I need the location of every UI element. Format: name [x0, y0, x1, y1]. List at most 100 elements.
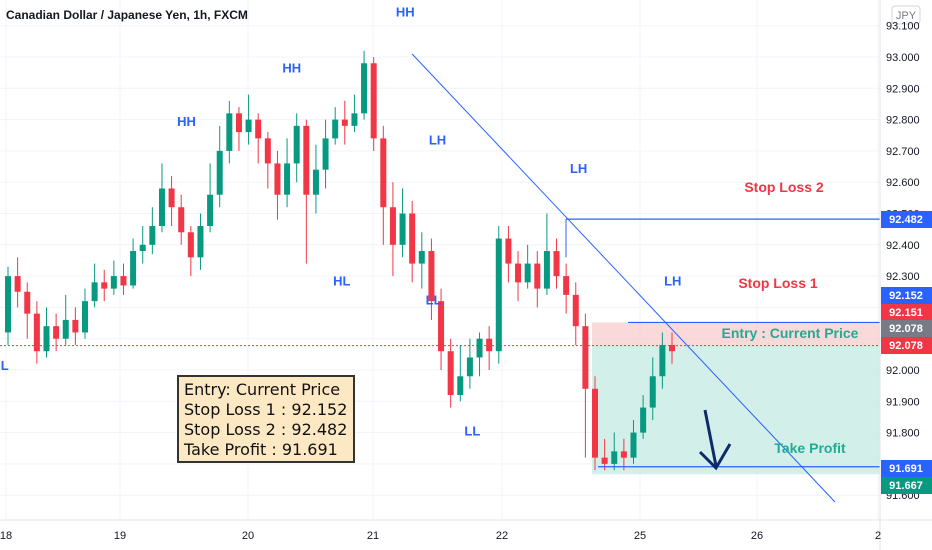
candle-body [312, 169, 319, 195]
candle-body [428, 251, 435, 302]
candle-body [14, 276, 21, 292]
wave-label: HH [396, 4, 415, 19]
candle-body [341, 119, 348, 126]
price-tick: 91.800 [886, 428, 920, 440]
price-tag [881, 304, 932, 321]
price-tick: 93.000 [886, 52, 920, 64]
time-tick: 22 [496, 530, 508, 542]
candle-body [534, 263, 541, 289]
take-profit-label: Take Profit [774, 440, 846, 456]
candle-body [293, 125, 300, 164]
candle-body [611, 451, 618, 464]
candle-body [81, 301, 88, 333]
candle-body [226, 113, 233, 151]
candle-body [264, 138, 271, 164]
price-tag-label: 91.667 [889, 480, 923, 492]
summary-stop-loss-2: Stop Loss 2 : 92.482 [184, 420, 348, 439]
candle-body [91, 282, 98, 302]
candle-body [620, 451, 627, 458]
price-axis-bg [880, 0, 932, 520]
candle-body [601, 457, 608, 464]
candle-body [43, 326, 50, 352]
price-tag-label: 92.078 [889, 340, 923, 352]
currency-label: JPY [896, 10, 917, 22]
wave-label: LH [664, 273, 681, 288]
candle-body [438, 301, 445, 352]
time-tick: 19 [114, 530, 126, 542]
candle-body [630, 432, 637, 458]
candle-body [332, 119, 339, 139]
price-tick: 92.000 [886, 365, 920, 377]
price-tag-label: 92.482 [889, 214, 923, 226]
candle-body [409, 213, 416, 264]
candle-body [24, 291, 31, 314]
candle-body [659, 344, 666, 377]
price-tick: 93.100 [886, 21, 920, 33]
candle-body [322, 138, 329, 170]
wave-label: HH [282, 61, 301, 76]
wave-label: LH [429, 133, 446, 148]
summary-take-profit: Take Profit : 91.691 [184, 440, 338, 459]
candle-body [543, 251, 550, 289]
price-tag [881, 337, 932, 354]
price-tick: 92.800 [886, 115, 920, 127]
entry-label: Entry : Current Price [722, 325, 859, 341]
time-axis: 18 19 20 21 22 25 26 2 [0, 519, 932, 542]
candle-body [168, 188, 175, 208]
candle-body [255, 119, 262, 139]
stop-loss-2-label: Stop Loss 2 [744, 179, 824, 195]
candle-body [524, 263, 531, 283]
summary-stop-loss-1: Stop Loss 1 : 92.152 [184, 400, 348, 419]
candle-body [553, 251, 560, 277]
take-profit-zone [592, 345, 880, 475]
candle-body [216, 150, 223, 195]
time-tick: 26 [751, 530, 763, 542]
candle-body [505, 238, 512, 264]
trend-lines [411, 53, 880, 503]
price-tick: 91.900 [886, 396, 920, 408]
candle-body [640, 407, 647, 433]
price-tag [881, 211, 932, 228]
candle-body [197, 226, 204, 258]
price-tag-label: 92.151 [889, 307, 923, 319]
candle-body [582, 326, 589, 389]
candle-body [495, 238, 502, 352]
candle-body [33, 313, 40, 352]
price-tag [881, 287, 932, 304]
time-tick: 25 [634, 530, 646, 542]
price-tick: 92.900 [886, 83, 920, 95]
price-tag-label: 91.691 [889, 463, 923, 475]
candle-body [53, 326, 60, 339]
price-tag [881, 320, 932, 337]
down-arrow-head-icon [698, 443, 732, 471]
wave-label: HL [0, 358, 9, 373]
price-tick: 92.400 [886, 240, 920, 252]
candle-body [274, 163, 281, 195]
candle-body [649, 376, 656, 408]
candle-body [515, 263, 522, 283]
candle-body [351, 113, 358, 126]
wave-label: LH [570, 161, 587, 176]
candle-body [572, 294, 579, 327]
trade-summary-box: Entry: Current Price Stop Loss 1 : 92.15… [177, 375, 355, 463]
candle-body [110, 276, 117, 289]
wave-label: HH [177, 114, 196, 129]
candle-body [399, 213, 406, 245]
stop-loss-zone [592, 322, 880, 346]
candle-body [139, 244, 146, 252]
candle-body [149, 226, 156, 245]
candle-body [370, 63, 377, 139]
candle-body [486, 338, 493, 352]
candle-body [457, 376, 464, 396]
chart-title: Canadian Dollar / Japanese Yen, 1h, FXCM [6, 8, 248, 22]
candle-body [5, 276, 11, 333]
wave-label: LL [426, 292, 442, 307]
candle-body [235, 113, 242, 133]
candle-body [592, 388, 599, 458]
candle-body [178, 207, 185, 233]
candle-body [361, 63, 368, 114]
wave-label: LL [464, 424, 480, 439]
